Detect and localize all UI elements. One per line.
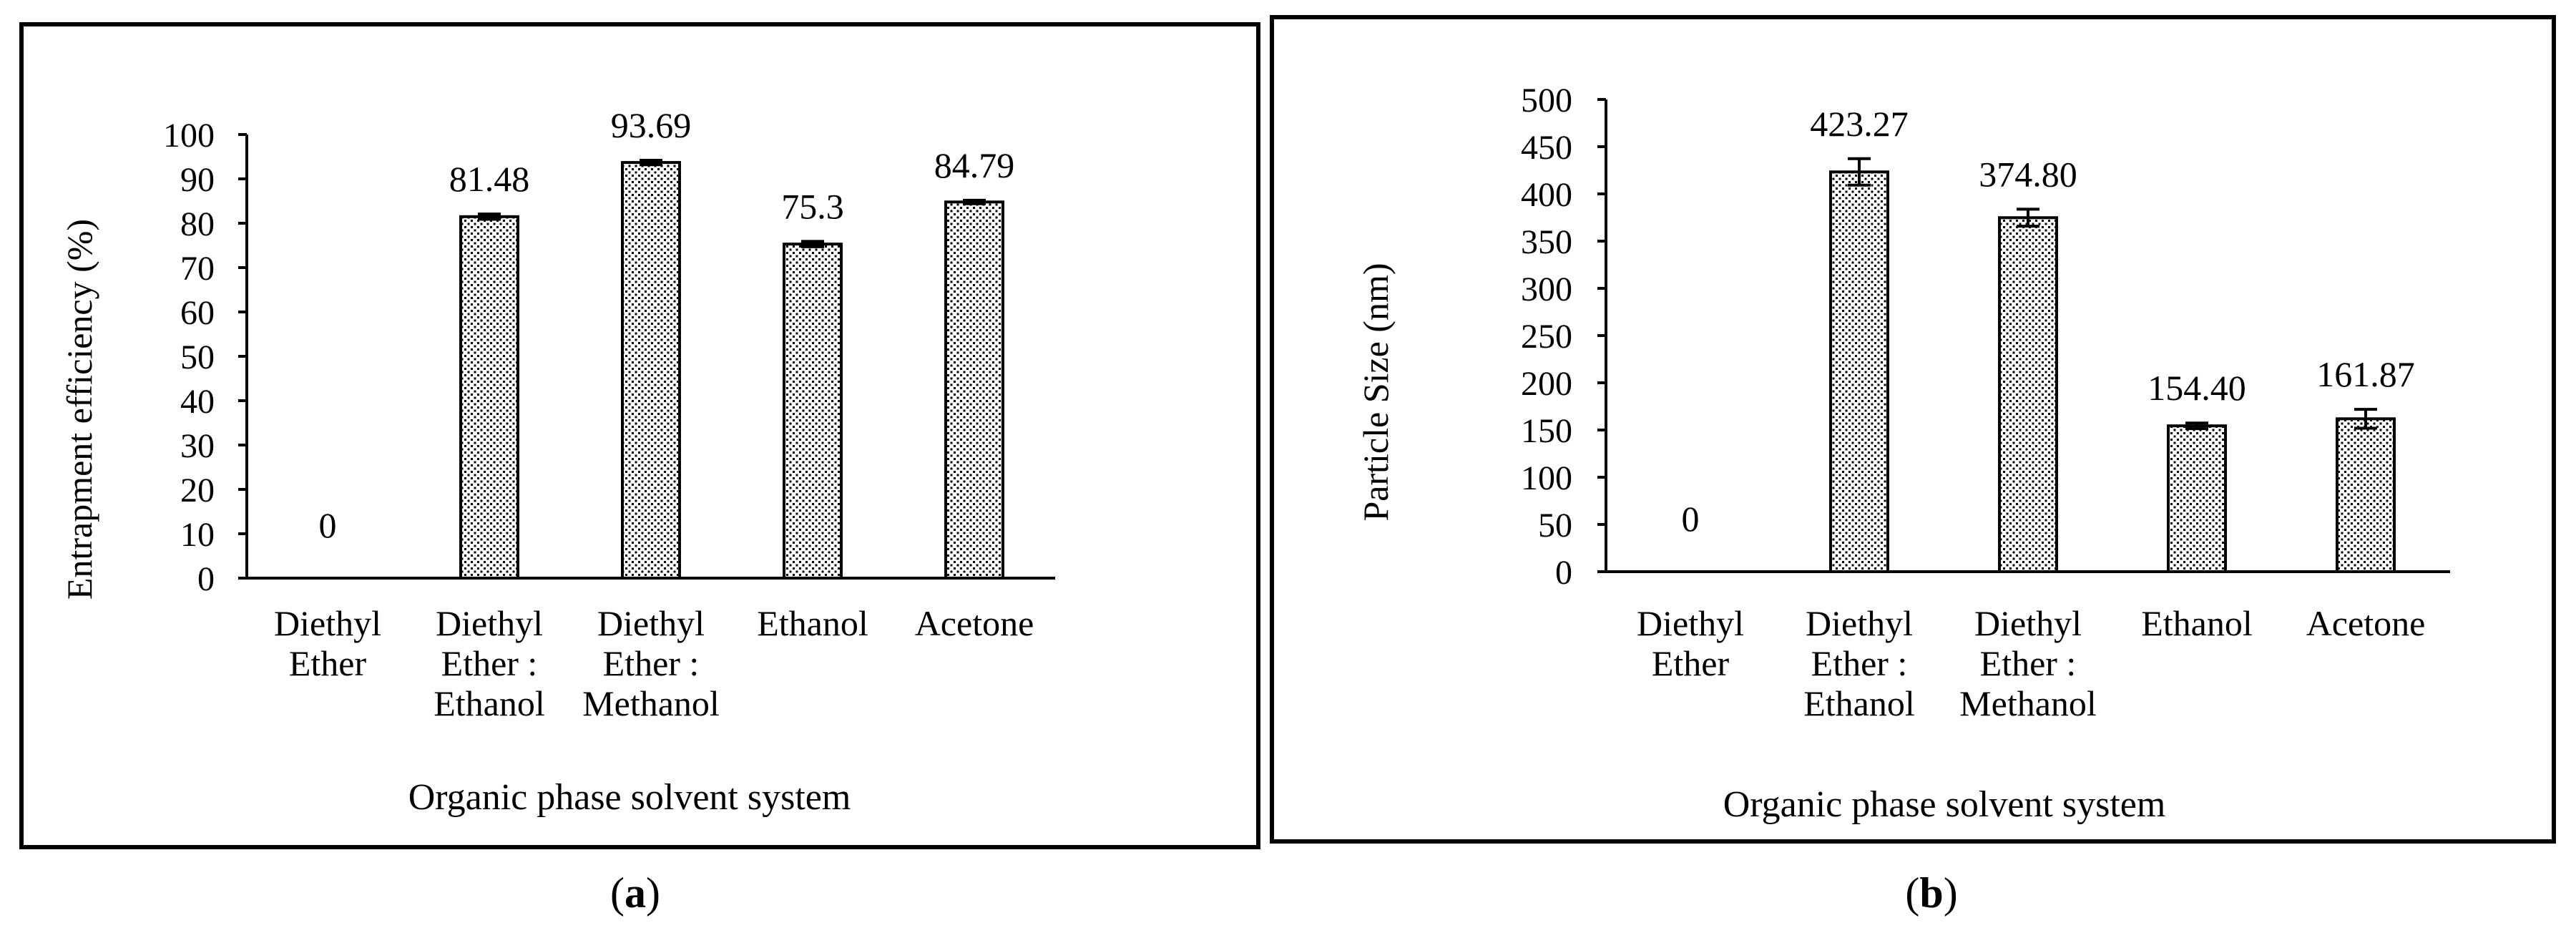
y-tick-label: 350 (1521, 223, 1572, 261)
y-tick-label: 100 (163, 117, 215, 155)
x-tick-label: Diethyl Ether : Ethanol (1803, 603, 1915, 723)
y-tick-label: 500 (1521, 82, 1572, 119)
y-tick-label: 50 (180, 338, 215, 376)
bar (783, 243, 843, 580)
y-tick-label: 200 (1521, 365, 1572, 403)
x-tick-label: Diethyl Ether (1637, 603, 1744, 683)
bar (1829, 170, 1889, 573)
y-tick-label: 50 (1538, 507, 1572, 544)
x-tick-label: Diethyl Ether : Ethanol (434, 603, 545, 723)
data-label: 0 (1682, 499, 1700, 539)
bar (2167, 424, 2227, 574)
data-label: 423.27 (1810, 104, 1909, 144)
x-tick-label: Acetone (915, 603, 1034, 643)
y-tick-label: 80 (180, 205, 215, 243)
y-tick-label: 20 (180, 472, 215, 509)
panel-a-caption: (a) (610, 869, 660, 917)
x-tick-label: Ethanol (757, 603, 868, 643)
y-tick-label: 70 (180, 250, 215, 288)
data-label: 93.69 (611, 105, 692, 145)
data-label: 81.48 (449, 159, 530, 199)
panel-a-frame (19, 22, 1260, 849)
data-label: 161.87 (2316, 354, 2415, 394)
y-tick-label: 60 (180, 294, 215, 332)
panel-a-xlabel: Organic phase solvent system (408, 777, 851, 818)
data-label: 154.40 (2148, 368, 2246, 408)
x-tick-label: Acetone (2306, 603, 2426, 643)
panel-b-plot: 0 50 100 150 200 250 300 350 400 450 500 0 Diethyl Et… (1521, 82, 2450, 723)
y-tick-label: 10 (180, 516, 215, 554)
x-tick-label: Ethanol (2141, 603, 2253, 643)
x-tick-label: Diethyl Ether : Methanol (582, 603, 720, 723)
data-label: 75.3 (781, 186, 844, 226)
y-tick-label: 90 (180, 161, 215, 199)
panel-b-ylabel: Particle Size (nm) (1356, 263, 1396, 522)
bar (1998, 216, 2058, 573)
panel-a-plot: 0 10 20 30 40 50 60 70 80 90 100 0 Diethyl Ether 81.48… (163, 105, 1055, 723)
panel-a: 0 10 20 30 40 50 60 70 80 90 100 0 Diethyl Ether 81.48… (19, 22, 1260, 849)
x-tick-label: Diethyl Ether (274, 603, 381, 683)
y-tick-label: 400 (1521, 176, 1572, 214)
y-tick-label: 40 (180, 383, 215, 421)
panel-b-caption-letter: b (1919, 869, 1943, 917)
panel-b-caption: (b) (1905, 869, 1957, 917)
data-label: 0 (319, 505, 337, 545)
panel-b-xlabel: Organic phase solvent system (1723, 784, 2166, 825)
bar (2336, 417, 2396, 573)
bar (944, 200, 1004, 580)
y-tick-label: 100 (1521, 459, 1572, 497)
y-tick-label: 30 (180, 427, 215, 465)
y-tick-label: 250 (1521, 318, 1572, 356)
panel-b-frame (1270, 15, 2556, 844)
panel-a-ylabel: Entrapment efficiency (%) (59, 219, 99, 600)
x-tick-label: Diethyl Ether : Methanol (1959, 603, 2097, 723)
y-tick-label: 0 (197, 560, 215, 598)
data-label: 374.80 (1979, 154, 2077, 194)
y-tick-label: 300 (1521, 270, 1572, 308)
data-label: 84.79 (934, 145, 1015, 185)
panel-b: 0 50 100 150 200 250 300 350 400 450 500 0 Diethyl Et… (1270, 15, 2556, 844)
panel-a-caption-letter: a (625, 869, 646, 917)
y-tick-label: 450 (1521, 129, 1572, 167)
y-tick-label: 150 (1521, 412, 1572, 450)
bar (459, 215, 519, 580)
y-tick-label: 0 (1555, 554, 1572, 592)
bar (621, 161, 681, 580)
